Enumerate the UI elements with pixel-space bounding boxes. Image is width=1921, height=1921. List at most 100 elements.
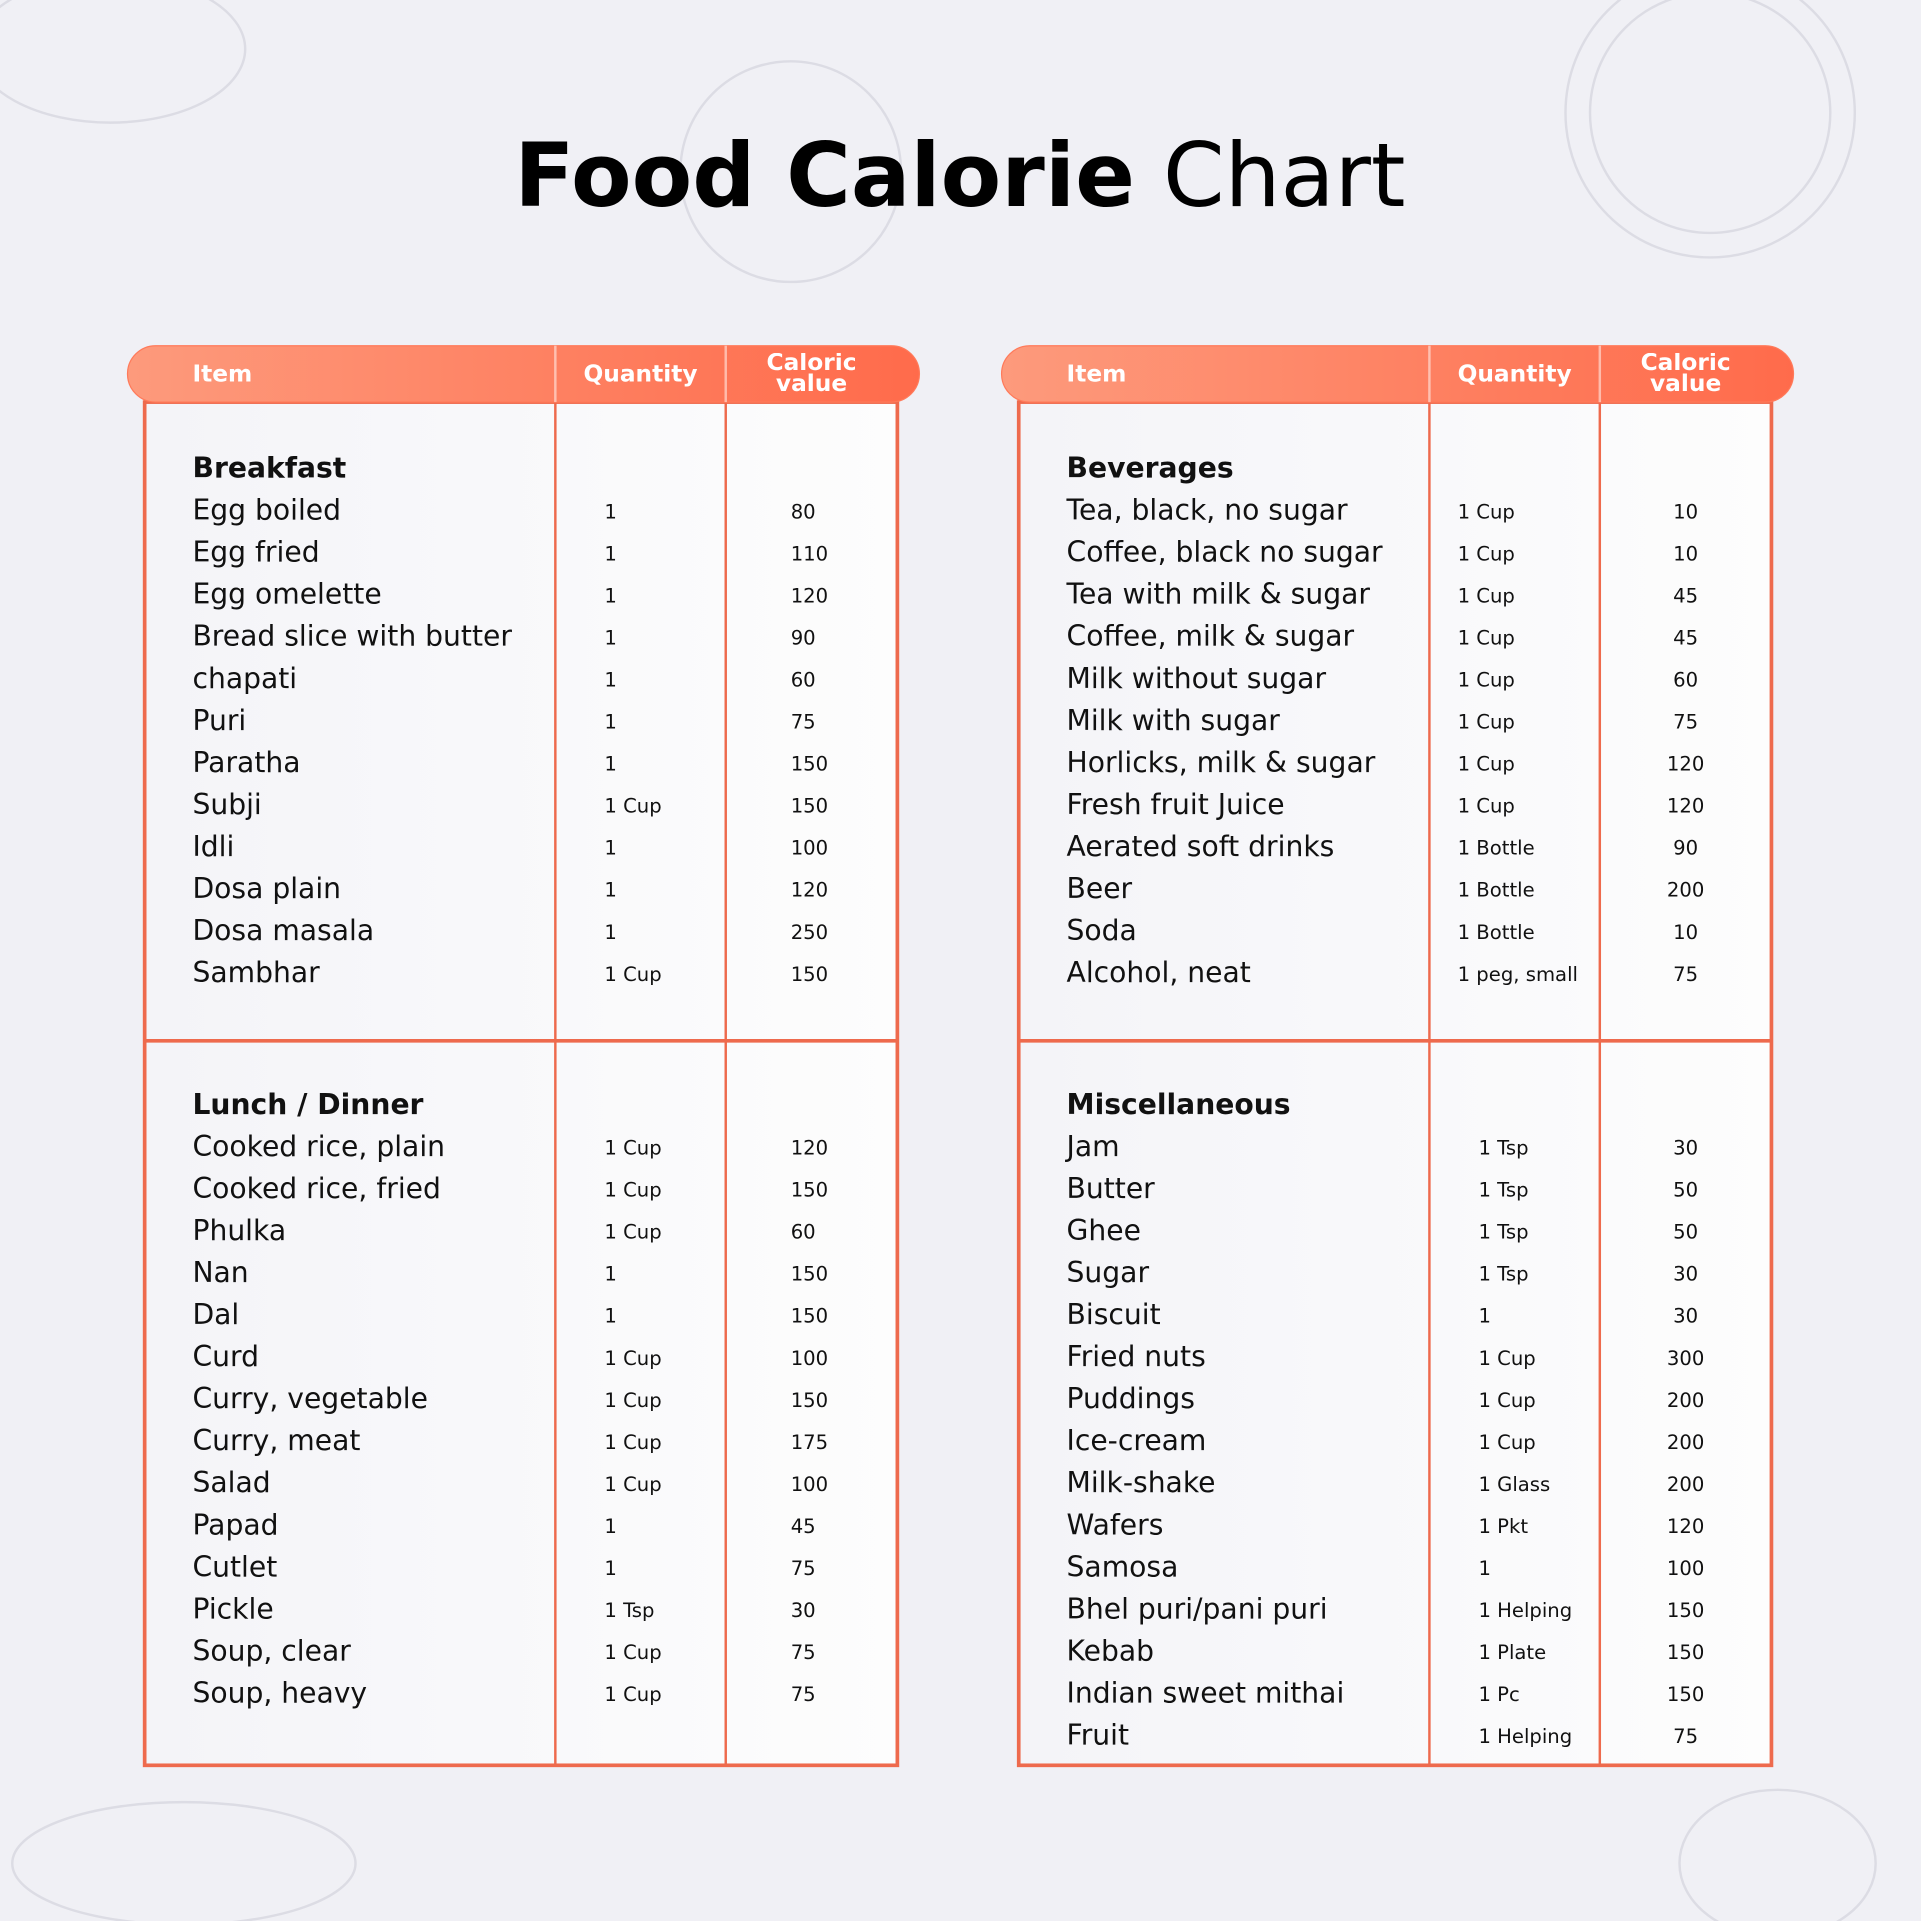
section-title: Beverages (1067, 452, 1234, 485)
calories: 150 (791, 795, 828, 818)
quantity: 1 Bottle (1458, 879, 1535, 902)
quantity: 1 Helping (1478, 1725, 1572, 1748)
item-name: Paratha (192, 746, 300, 779)
calories: 100 (791, 1473, 828, 1496)
quantity: 1 Helping (1478, 1599, 1572, 1622)
item-name: Nan (192, 1256, 248, 1289)
header-cell-wrap: Caloric value (1641, 353, 1731, 395)
section-title: Breakfast (192, 452, 346, 485)
calories: 150 (791, 1263, 828, 1286)
quantity: 1 Tsp (1478, 1221, 1528, 1244)
item-name: Kebab (1067, 1634, 1154, 1667)
item-name: Bhel puri/pani puri (1067, 1592, 1328, 1625)
item-name: Salad (192, 1466, 270, 1499)
quantity: 1 Tsp (604, 1599, 654, 1622)
quantity: 1 Cup (604, 1179, 661, 1202)
table-header (1000, 345, 1795, 403)
quantity: 1 Cup (604, 1389, 661, 1412)
calories: 120 (791, 584, 828, 607)
calories: 45 (1673, 584, 1698, 607)
table: Item Quantity Caloric value Beverages Tea, b… (1000, 345, 1795, 1768)
item-name: Dosa plain (192, 872, 341, 905)
quantity: 1 Cup (1458, 753, 1515, 776)
calories: 100 (791, 1347, 828, 1370)
quantity: 1 Bottle (1458, 837, 1535, 860)
item-name: Biscuit (1067, 1298, 1161, 1331)
quantity: 1 Cup (1458, 711, 1515, 734)
item-name: Cooked rice, fried (192, 1172, 440, 1205)
header-cell-wrap: Caloric value (766, 353, 857, 398)
quantity: 1 (604, 1515, 616, 1538)
quantity: 1 (604, 668, 616, 691)
quantity: 1 Tsp (1478, 1137, 1528, 1160)
calories: 30 (1673, 1137, 1698, 1160)
quantity: 1 Cup (604, 1641, 661, 1664)
item-name: Egg omelette (192, 578, 381, 611)
quantity: 1 Pc (1478, 1683, 1519, 1706)
item-name: Tea, black, no sugar (1066, 494, 1348, 527)
calories: 60 (1673, 668, 1698, 691)
item-name: Curry, vegetable (192, 1382, 427, 1415)
table: Item Quantity Caloric value Breakfast Egg bo… (126, 345, 921, 1768)
header-cell: Caloric value (766, 353, 857, 398)
quantity: 1 (604, 879, 616, 902)
quantity: 1 Cup (1478, 1431, 1535, 1454)
calories: 45 (791, 1515, 816, 1538)
calories: 200 (1667, 1431, 1704, 1454)
calories: 10 (1673, 921, 1698, 944)
calories: 45 (1673, 626, 1698, 649)
item-name: Horlicks, milk & sugar (1067, 746, 1376, 779)
item-name: Indian sweet mithai (1067, 1676, 1345, 1709)
quantity: 1 Cup (1458, 626, 1515, 649)
item-name: Milk without sugar (1067, 662, 1327, 695)
item-name: Alcohol, neat (1067, 956, 1251, 989)
table-body (1016, 400, 1774, 1768)
calories: 90 (791, 626, 816, 649)
item-name: Samosa (1067, 1550, 1179, 1583)
item-name: Soup, clear (192, 1634, 351, 1667)
calories: 30 (791, 1599, 816, 1622)
item-name: Ghee (1067, 1214, 1141, 1247)
table-body (142, 400, 900, 1768)
quantity: 1 (604, 1557, 616, 1580)
item-name: Cooked rice, plain (192, 1130, 445, 1163)
calories: 200 (1667, 1473, 1704, 1496)
item-name: Pickle (192, 1592, 273, 1625)
item-name: Soup, heavy (192, 1676, 367, 1709)
calories: 120 (1667, 753, 1704, 776)
quantity: 1 Cup (604, 1431, 661, 1454)
item-name: Curry, meat (192, 1424, 360, 1457)
item-name: Soda (1067, 914, 1137, 947)
title-bold: Food Calorie (514, 124, 1135, 227)
quantity: 1 (1478, 1557, 1490, 1580)
quantity: 1 Cup (1458, 584, 1515, 607)
quantity: 1 Cup (604, 1347, 661, 1370)
quantity: 1 (604, 753, 616, 776)
quantity: 1 Pkt (1478, 1515, 1528, 1538)
calories: 30 (1673, 1263, 1698, 1286)
item-name: Milk with sugar (1067, 704, 1281, 737)
quantity: 1 Tsp (1478, 1263, 1528, 1286)
quantity: 1 (604, 711, 616, 734)
calories: 60 (791, 1221, 816, 1244)
decoration (0, 0, 1877, 1921)
calories: 150 (791, 963, 828, 986)
quantity: 1 Cup (604, 1683, 661, 1706)
item-name: Coffee, black no sugar (1067, 536, 1384, 569)
item-name: Dosa masala (192, 914, 374, 947)
calories: 120 (1667, 795, 1704, 818)
calories: 60 (791, 668, 816, 691)
item-name: Cutlet (192, 1550, 277, 1583)
calories: 100 (791, 837, 828, 860)
quantity: 1 (1478, 1305, 1490, 1328)
quantity: 1 (604, 500, 616, 523)
calories: 150 (791, 1179, 828, 1202)
quantity: 1 Cup (1458, 668, 1515, 691)
quantity: 1 (604, 1263, 616, 1286)
calories: 100 (1667, 1557, 1704, 1580)
calories: 30 (1673, 1305, 1698, 1328)
calories: 200 (1667, 879, 1704, 902)
item-name: Bread slice with butter (192, 620, 512, 653)
quantity: 1 Glass (1478, 1473, 1550, 1496)
